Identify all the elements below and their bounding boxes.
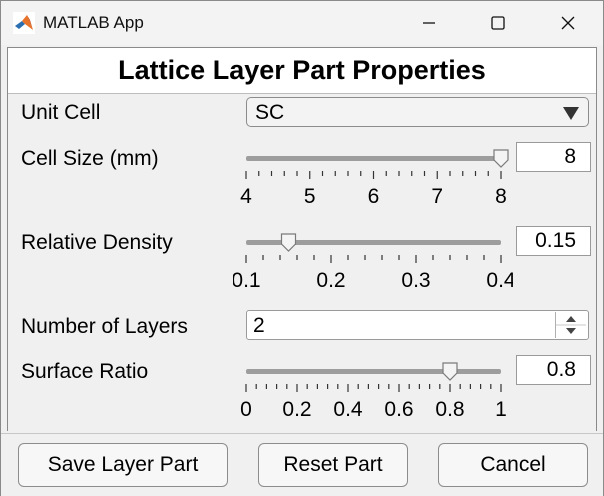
tick-label: 7 <box>431 185 443 208</box>
tick-label: 0 <box>240 398 252 421</box>
number-of-layers-spinner[interactable]: 2 <box>246 310 589 340</box>
slider-thumb[interactable] <box>280 233 297 252</box>
unit-cell-dropdown[interactable]: SC <box>246 97 589 127</box>
tick-label: 0.2 <box>282 398 311 421</box>
slider-track <box>246 156 501 161</box>
spinner-arrows <box>556 316 586 334</box>
spinner-buttons <box>555 312 586 338</box>
cell-size-slider[interactable]: 4 5 6 7 8 <box>233 141 513 213</box>
cancel-button[interactable]: Cancel <box>438 443 588 487</box>
number-of-layers-label: Number of Layers <box>21 315 188 338</box>
save-layer-part-button[interactable]: Save Layer Part <box>18 443 228 487</box>
tick-label: 0.4 <box>486 269 513 292</box>
tick-label: 0.6 <box>384 398 413 421</box>
relative-density-slider[interactable]: 0.1 0.2 0.3 0.4 <box>233 225 513 297</box>
relative-density-field[interactable]: 0.15 <box>516 226 591 256</box>
tick-label: 0.4 <box>333 398 363 421</box>
maximize-icon <box>491 16 505 30</box>
surface-ratio-field[interactable]: 0.8 <box>516 355 591 385</box>
tick-label: 0.1 <box>233 269 261 292</box>
tick-label: 0.2 <box>316 269 345 292</box>
tick-label: 6 <box>368 185 380 208</box>
spin-up-icon[interactable] <box>566 316 576 322</box>
dropdown-arrow-icon <box>563 107 579 120</box>
maximize-button[interactable] <box>468 1 528 45</box>
tick-label: 5 <box>304 185 316 208</box>
tick-label: 0.8 <box>435 398 464 421</box>
minimize-icon <box>423 22 435 24</box>
spin-down-icon[interactable] <box>566 328 576 334</box>
close-icon <box>561 16 575 30</box>
tick-label: 8 <box>495 185 507 208</box>
reset-part-button[interactable]: Reset Part <box>258 443 408 487</box>
relative-density-label: Relative Density <box>21 231 173 254</box>
cell-size-field[interactable]: 8 <box>516 142 591 172</box>
unit-cell-label: Unit Cell <box>21 101 101 124</box>
number-of-layers-value: 2 <box>253 314 265 337</box>
surface-ratio-slider[interactable]: 0 0.2 0.4 0.6 0.8 1 <box>233 354 513 426</box>
close-button[interactable] <box>538 1 598 45</box>
window-title: MATLAB App <box>43 13 144 32</box>
slider-track <box>246 240 501 245</box>
title-bar: MATLAB App <box>1 1 603 45</box>
tick-label: 4 <box>240 185 252 208</box>
tick-label: 0.3 <box>401 269 430 292</box>
minimize-button[interactable] <box>399 1 459 45</box>
surface-ratio-label: Surface Ratio <box>21 360 149 383</box>
tick-label: 1 <box>495 398 507 421</box>
unit-cell-value: SC <box>255 101 285 124</box>
slider-thumb[interactable] <box>493 149 509 168</box>
slider-track <box>246 369 501 374</box>
slider-thumb[interactable] <box>442 362 458 381</box>
matlab-logo-icon <box>13 12 35 34</box>
cell-size-label: Cell Size (mm) <box>21 147 159 170</box>
panel-title: Lattice Layer Part Properties <box>118 55 486 85</box>
